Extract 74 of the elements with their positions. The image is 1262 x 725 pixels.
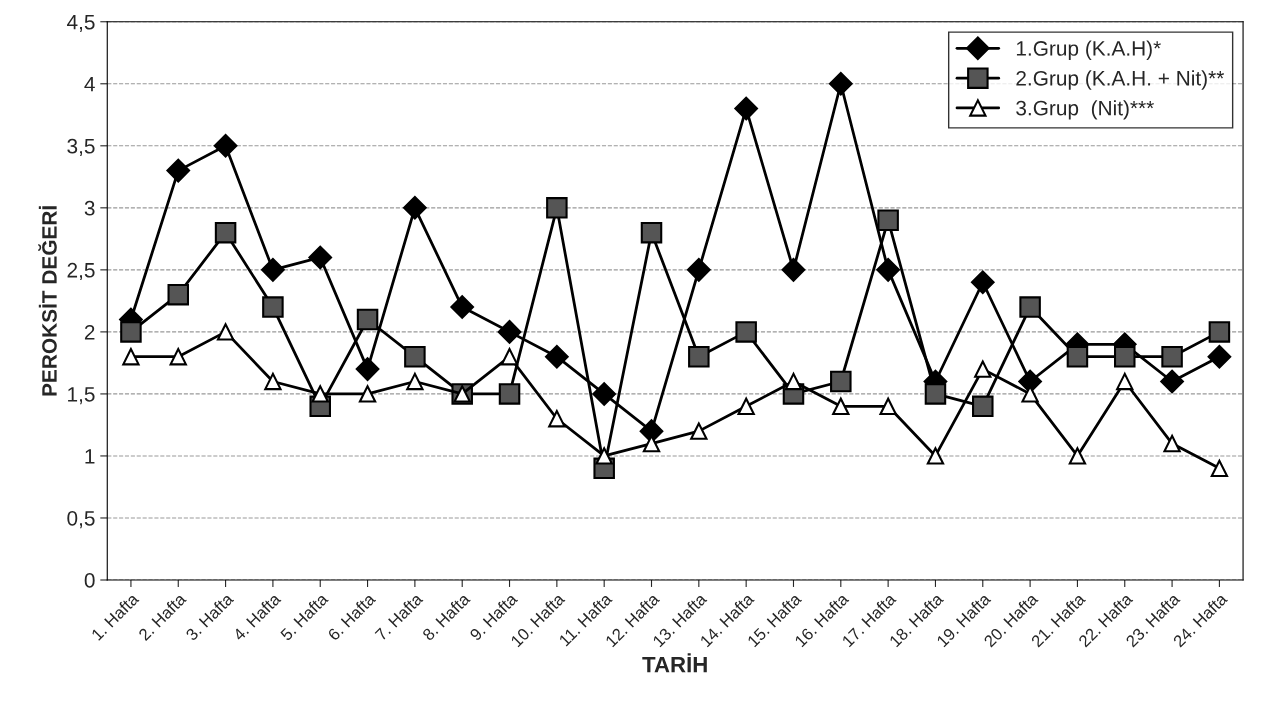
point (403, 195, 427, 220)
point (308, 245, 333, 270)
point (1019, 296, 1041, 318)
point (828, 71, 853, 96)
y-tick-label: 3,5 (67, 138, 95, 157)
point (167, 283, 190, 306)
point (686, 258, 711, 282)
point (213, 133, 238, 158)
point (262, 296, 284, 318)
point (404, 345, 426, 368)
point (166, 158, 191, 183)
point (1113, 345, 1136, 368)
point (548, 410, 566, 428)
point (970, 270, 995, 295)
point (358, 385, 377, 403)
point (497, 320, 522, 344)
point (876, 258, 900, 282)
y-axis-title: PEROKSİT DEĞERİ (38, 206, 57, 396)
point (406, 372, 424, 391)
point (355, 357, 380, 381)
point (832, 397, 850, 415)
legend-label: 3.Grup (Nit)*** (1016, 100, 1154, 120)
point (595, 447, 613, 465)
point (122, 348, 140, 366)
point (877, 209, 899, 231)
point (879, 397, 897, 415)
point (1207, 344, 1232, 369)
point (1116, 372, 1134, 391)
point (500, 348, 519, 366)
y-tick-label: 4,5 (66, 14, 95, 32)
point (974, 360, 992, 378)
point (924, 383, 947, 405)
y-tick-label: 0,5 (67, 510, 95, 529)
point (1066, 345, 1089, 368)
point (1208, 321, 1231, 343)
y-tick-label: 2 (84, 324, 95, 340)
point (972, 395, 994, 418)
point (356, 308, 379, 331)
point (690, 422, 708, 440)
point (546, 197, 568, 219)
point (830, 370, 852, 393)
point (735, 321, 757, 343)
point (1160, 369, 1184, 394)
point (737, 397, 755, 415)
point (784, 372, 803, 391)
y-tick-label: 2,5 (67, 262, 95, 281)
y-tick-label: 3 (84, 200, 95, 216)
point (734, 96, 758, 121)
point (592, 382, 617, 406)
y-tick-label: 4 (84, 76, 95, 92)
point (311, 385, 329, 403)
point (1161, 345, 1183, 368)
point (120, 321, 142, 343)
y-tick-label: 1 (85, 449, 95, 464)
point (1068, 447, 1087, 465)
point (214, 221, 237, 244)
point (545, 344, 569, 369)
y-tick-label: 0 (84, 573, 95, 588)
y-tick-label: 1,5 (68, 387, 95, 405)
point (450, 295, 475, 319)
point (688, 345, 710, 368)
legend-label: 1.Grup (K.A.H)* (1016, 40, 1161, 60)
point (1210, 459, 1229, 478)
point (264, 372, 282, 391)
point (498, 383, 521, 405)
x-axis-title: TARİH (642, 653, 707, 673)
point (261, 258, 285, 282)
point (1163, 434, 1181, 453)
point (781, 258, 806, 282)
point (926, 447, 945, 465)
point (216, 323, 235, 341)
legend-label: 2.Grup (K.A.H. + Nit)** (1016, 70, 1224, 90)
point (169, 348, 187, 366)
point (640, 221, 663, 244)
